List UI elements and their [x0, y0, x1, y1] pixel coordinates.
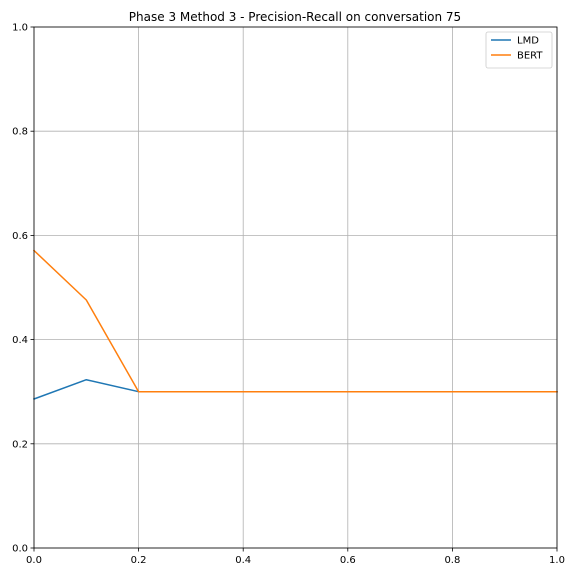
legend: LMD BERT — [485, 31, 553, 69]
y-tick-label: 1.0 — [12, 23, 28, 34]
legend-label-lmd: LMD — [517, 36, 539, 47]
x-tick-label: 0.0 — [26, 555, 42, 566]
axis-ticks: 0.0 0.2 0.4 0.6 0.8 1.0 0.0 0.2 0.4 0.6 0.8 1.0 — [12, 23, 565, 567]
x-tick-label: 0.8 — [444, 555, 460, 566]
x-tick-label: 0.6 — [340, 555, 356, 566]
legend-box — [485, 31, 553, 69]
series-line-bert — [32, 249, 558, 393]
y-tick-label: 0.4 — [12, 335, 28, 346]
legend-label-bert: BERT — [517, 51, 543, 62]
y-tick-label: 0.6 — [12, 231, 28, 242]
x-tick-label: 1.0 — [549, 555, 565, 566]
y-tick-label: 0.2 — [12, 439, 28, 450]
y-tick-label: 0.8 — [12, 127, 28, 138]
x-tick-label: 0.2 — [131, 555, 147, 566]
x-tick-label: 0.4 — [235, 555, 251, 566]
y-tick-label: 0.0 — [12, 544, 28, 555]
plot-area-frame — [33, 26, 558, 549]
series-lines — [32, 249, 558, 400]
chart-title: Phase 3 Method 3 - Precision-Recall on c… — [129, 10, 461, 24]
